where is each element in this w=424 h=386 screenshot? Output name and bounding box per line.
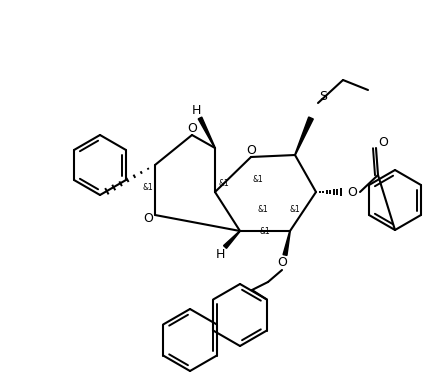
Text: O: O: [246, 144, 256, 156]
Polygon shape: [283, 231, 290, 256]
Polygon shape: [295, 117, 313, 155]
Text: &1: &1: [219, 178, 229, 188]
Text: H: H: [191, 103, 201, 117]
Text: O: O: [143, 212, 153, 225]
Text: &1: &1: [142, 183, 153, 193]
Text: O: O: [347, 186, 357, 198]
Text: O: O: [187, 122, 197, 134]
Polygon shape: [223, 231, 240, 248]
Text: &1: &1: [253, 174, 263, 183]
Text: &1: &1: [290, 205, 300, 215]
Text: O: O: [378, 135, 388, 149]
Text: &1: &1: [259, 227, 271, 237]
Text: O: O: [277, 256, 287, 269]
Text: H: H: [215, 249, 225, 261]
Polygon shape: [198, 117, 215, 148]
Text: &1: &1: [258, 205, 268, 215]
Text: S: S: [319, 90, 327, 103]
